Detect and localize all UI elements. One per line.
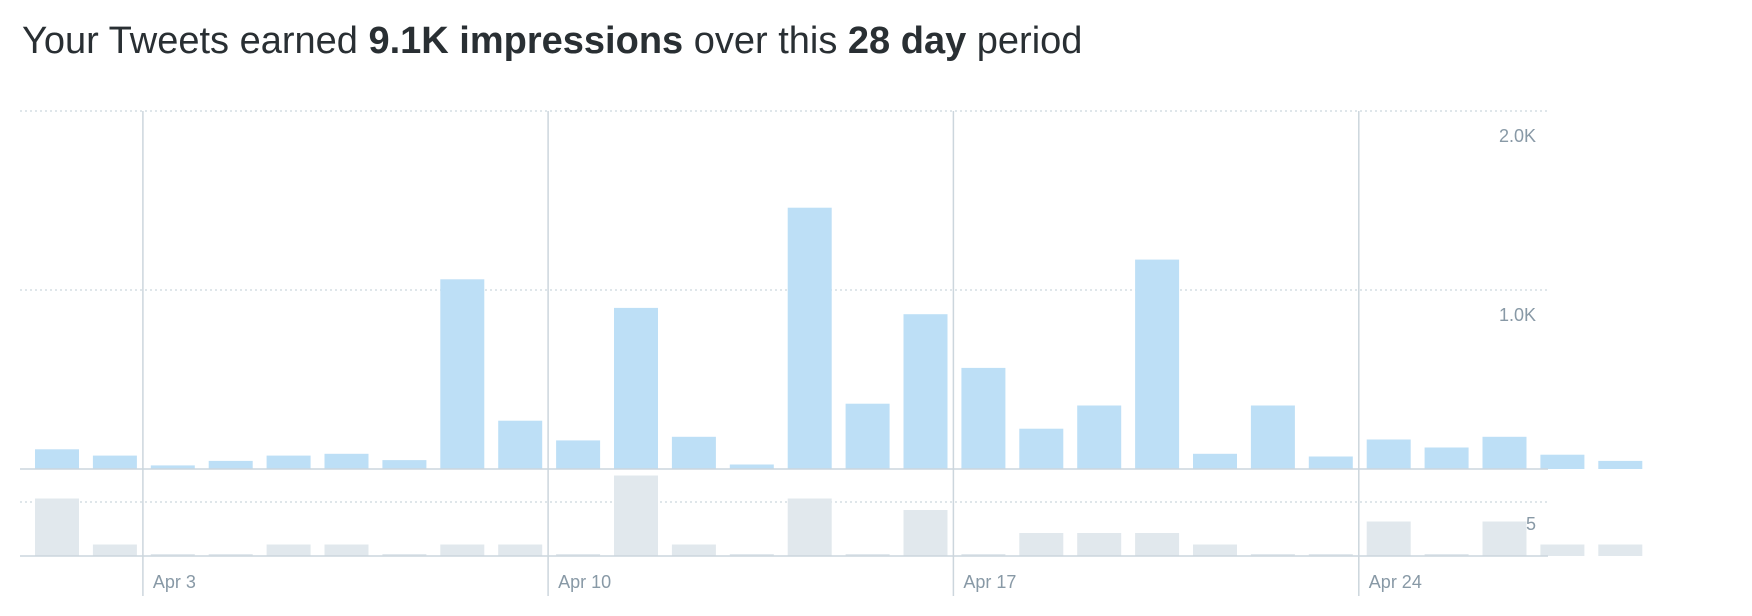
secondary-bar[interactable] [324,544,369,557]
impressions-bar[interactable] [498,420,543,469]
tick-labels: Apr 3 Apr 10 Apr 17 Apr 24 1.0K 2.0K 5 [153,126,1536,592]
impressions-bar[interactable] [150,465,195,469]
impressions-bar[interactable] [1019,428,1064,469]
secondary-bar[interactable] [1598,544,1643,557]
secondary-bar[interactable] [556,554,601,556]
impressions-bars [35,207,1643,470]
impressions-bar[interactable] [266,455,311,469]
impressions-bar[interactable] [556,440,601,469]
period-length: 28 day [847,20,967,62]
secondary-bar[interactable] [729,554,774,556]
impressions-bar[interactable] [671,436,716,469]
impressions-bar[interactable] [903,314,948,469]
secondary-bar[interactable] [498,544,543,557]
impressions-bar[interactable] [92,455,137,469]
secondary-bar[interactable] [1482,521,1527,557]
impressions-bar[interactable] [1598,460,1643,469]
x-tick-label: Apr 17 [963,572,1016,592]
secondary-bar[interactable] [208,554,253,556]
impressions-bar[interactable] [1424,447,1469,470]
page-title: Your Tweets earned 9.1K impressions over… [22,20,1082,63]
impressions-bar[interactable] [35,449,79,469]
impressions-bar[interactable] [1366,439,1411,470]
impressions-bar[interactable] [440,279,485,469]
impressions-bar[interactable] [787,207,832,469]
x-tick-label: Apr 24 [1369,572,1422,592]
impressions-bar[interactable] [208,460,253,469]
impressions-bar[interactable] [324,453,369,469]
y-tick-label: 1.0K [1499,305,1536,325]
impressions-bar[interactable] [1308,456,1353,470]
secondary-bar[interactable] [1077,533,1122,556]
title-prefix: Your Tweets earned [22,20,369,62]
impressions-bar[interactable] [845,403,890,469]
axes [20,111,1548,596]
secondary-bar[interactable] [1308,554,1353,556]
title-suffix: period [966,20,1083,62]
impressions-bar[interactable] [1193,453,1237,469]
impressions-bar[interactable] [1077,405,1122,470]
impressions-bar[interactable] [614,307,658,469]
secondary-bar[interactable] [961,554,1006,556]
secondary-bar[interactable] [614,475,658,557]
impressions-bar[interactable] [1540,454,1585,469]
secondary-bar[interactable] [903,510,948,556]
secondary-bar[interactable] [266,544,311,557]
y-tick-label: 5 [1526,514,1536,534]
secondary-bar[interactable] [1135,533,1180,556]
impressions-bar[interactable] [1250,405,1295,470]
gridlines [20,110,1548,503]
y-tick-label: 2.0K [1499,126,1536,146]
impressions-bar[interactable] [1482,436,1527,469]
secondary-bar[interactable] [1019,533,1064,556]
secondary-bars [35,475,1643,557]
x-tick-label: Apr 3 [153,572,196,592]
secondary-bar[interactable] [92,544,137,557]
secondary-bar[interactable] [845,554,890,556]
secondary-bar[interactable] [1250,554,1295,556]
impressions-bar[interactable] [729,464,774,470]
secondary-bar[interactable] [35,498,79,557]
x-tick-label: Apr 10 [558,572,611,592]
secondary-bar[interactable] [382,554,427,556]
impressions-bar[interactable] [1135,259,1180,469]
secondary-bar[interactable] [787,498,832,557]
secondary-bar[interactable] [1424,554,1469,556]
impressions-bar[interactable] [961,367,1006,469]
secondary-bar[interactable] [1366,521,1411,557]
secondary-bar[interactable] [1193,544,1237,557]
impressions-total: 9.1K impressions [368,20,684,62]
secondary-bar[interactable] [1540,544,1585,557]
secondary-bar[interactable] [150,554,195,556]
impressions-bar[interactable] [382,460,427,469]
secondary-bar[interactable] [671,544,716,557]
title-middle: over this [683,20,848,62]
secondary-bar[interactable] [440,544,485,557]
